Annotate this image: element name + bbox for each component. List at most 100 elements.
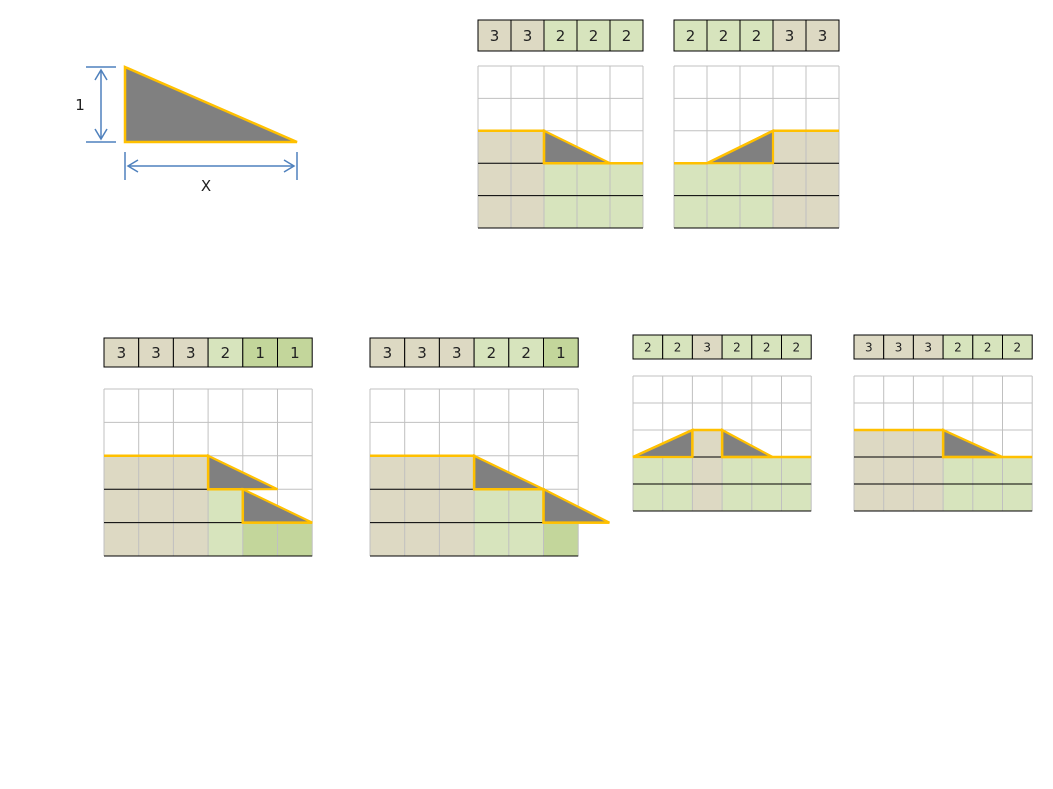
height-value: 2	[1014, 340, 1022, 354]
height-arrow-head-bottom	[94, 128, 108, 141]
diagram-d6: 3 3 3 2 2 2	[853, 334, 1033, 512]
height-value: 2	[763, 340, 771, 354]
header-cell	[805, 19, 840, 52]
surface-outline	[632, 428, 812, 459]
height-value: 3	[523, 27, 533, 45]
column-fill	[404, 455, 440, 556]
height-value: 2	[487, 344, 497, 362]
column-fill	[370, 455, 405, 556]
width-arrow-head-right	[283, 159, 296, 173]
column-fill	[543, 522, 579, 556]
diagram-panels: 3 3 2 2 2 2 2 2 3 3 3 3 3 2 1 1 3 3 3 2 2 1 2 2 3 2 2 2 3 3 3 2 2 2	[103, 19, 1033, 557]
header-cell	[781, 334, 812, 360]
width-arrow-head-left	[126, 159, 139, 173]
height-arrow-head-top	[94, 68, 108, 81]
header-cell	[242, 337, 279, 368]
height-value: 3	[452, 344, 462, 362]
column-fill	[773, 130, 806, 228]
height-value: 2	[521, 344, 531, 362]
column-fill	[173, 455, 209, 556]
height-value: 1	[556, 344, 566, 362]
height-value: 3	[383, 344, 393, 362]
height-value: 2	[644, 340, 652, 354]
surface-outline	[478, 129, 643, 165]
width-label: X	[201, 177, 211, 195]
diagram-d1: 3 3 2 2 2	[477, 19, 644, 229]
column-fill	[242, 522, 278, 556]
wedge-shape	[542, 487, 610, 524]
header-cell	[706, 19, 741, 52]
height-value: 2	[674, 340, 682, 354]
height-value: 2	[752, 27, 762, 45]
height-value: 3	[490, 27, 500, 45]
height-value: 3	[186, 344, 196, 362]
height-value: 2	[984, 340, 992, 354]
height-value: 3	[151, 344, 161, 362]
height-value: 3	[865, 340, 873, 354]
surface-outline	[674, 129, 839, 165]
height-value: 2	[622, 27, 632, 45]
height-value: 3	[785, 27, 795, 45]
header-cell	[438, 337, 475, 368]
column-fill	[692, 430, 723, 511]
surface-outline	[370, 454, 610, 524]
header-cell	[609, 19, 644, 52]
height-value: 2	[733, 340, 741, 354]
height-value: 2	[686, 27, 696, 45]
header-cell	[691, 334, 723, 360]
height-value: 3	[703, 340, 711, 354]
header-cell	[543, 19, 578, 52]
column-fill	[138, 455, 174, 556]
diagram-d5: 2 2 3 2 2 2	[632, 334, 812, 512]
height-value: 2	[556, 27, 566, 45]
header-cell	[632, 334, 664, 360]
diagram-d2: 2 2 2 3 3	[673, 19, 840, 229]
header-cell	[912, 334, 944, 360]
header-cell	[772, 19, 807, 52]
header-cell	[277, 337, 313, 368]
height-value: 2	[221, 344, 231, 362]
column-fill	[806, 130, 839, 228]
height-value: 3	[895, 340, 903, 354]
header-cell	[1002, 334, 1033, 360]
header-cell	[576, 19, 611, 52]
header-cell	[853, 334, 885, 360]
header-cell	[138, 337, 174, 368]
header-cell	[942, 334, 974, 360]
height-value: 3	[924, 340, 932, 354]
height-value: 2	[719, 27, 729, 45]
header-cell	[673, 19, 708, 52]
header-cell	[508, 337, 544, 368]
height-value: 3	[117, 344, 127, 362]
column-fill	[883, 430, 914, 511]
column-fill	[104, 455, 139, 556]
height-label: 1	[75, 96, 85, 114]
surface-outline	[104, 454, 313, 524]
header-cell	[510, 19, 545, 52]
legend-triangle-group: 1 X	[75, 65, 298, 195]
header-cell	[543, 337, 579, 368]
legend-triangle	[123, 65, 298, 144]
height-value: 2	[954, 340, 962, 354]
height-value: 3	[818, 27, 828, 45]
height-value: 1	[255, 344, 265, 362]
column-fill	[439, 455, 475, 556]
header-cell	[662, 334, 693, 360]
column-fill	[913, 430, 944, 511]
diagram-d3: 3 3 3 2 1 1	[103, 337, 313, 557]
height-value: 3	[417, 344, 427, 362]
height-value: 2	[793, 340, 801, 354]
wedge-shape	[720, 428, 774, 459]
header-cell	[207, 337, 244, 368]
column-fill	[511, 130, 544, 228]
header-cell	[473, 337, 510, 368]
height-value: 2	[589, 27, 599, 45]
column-fill	[478, 130, 511, 228]
height-value: 1	[290, 344, 300, 362]
header-cell	[751, 334, 782, 360]
header-cell	[739, 19, 774, 52]
surface-outline	[854, 428, 1033, 459]
diagram-d4: 3 3 3 2 2 1	[369, 337, 610, 557]
column-fill	[854, 430, 884, 511]
